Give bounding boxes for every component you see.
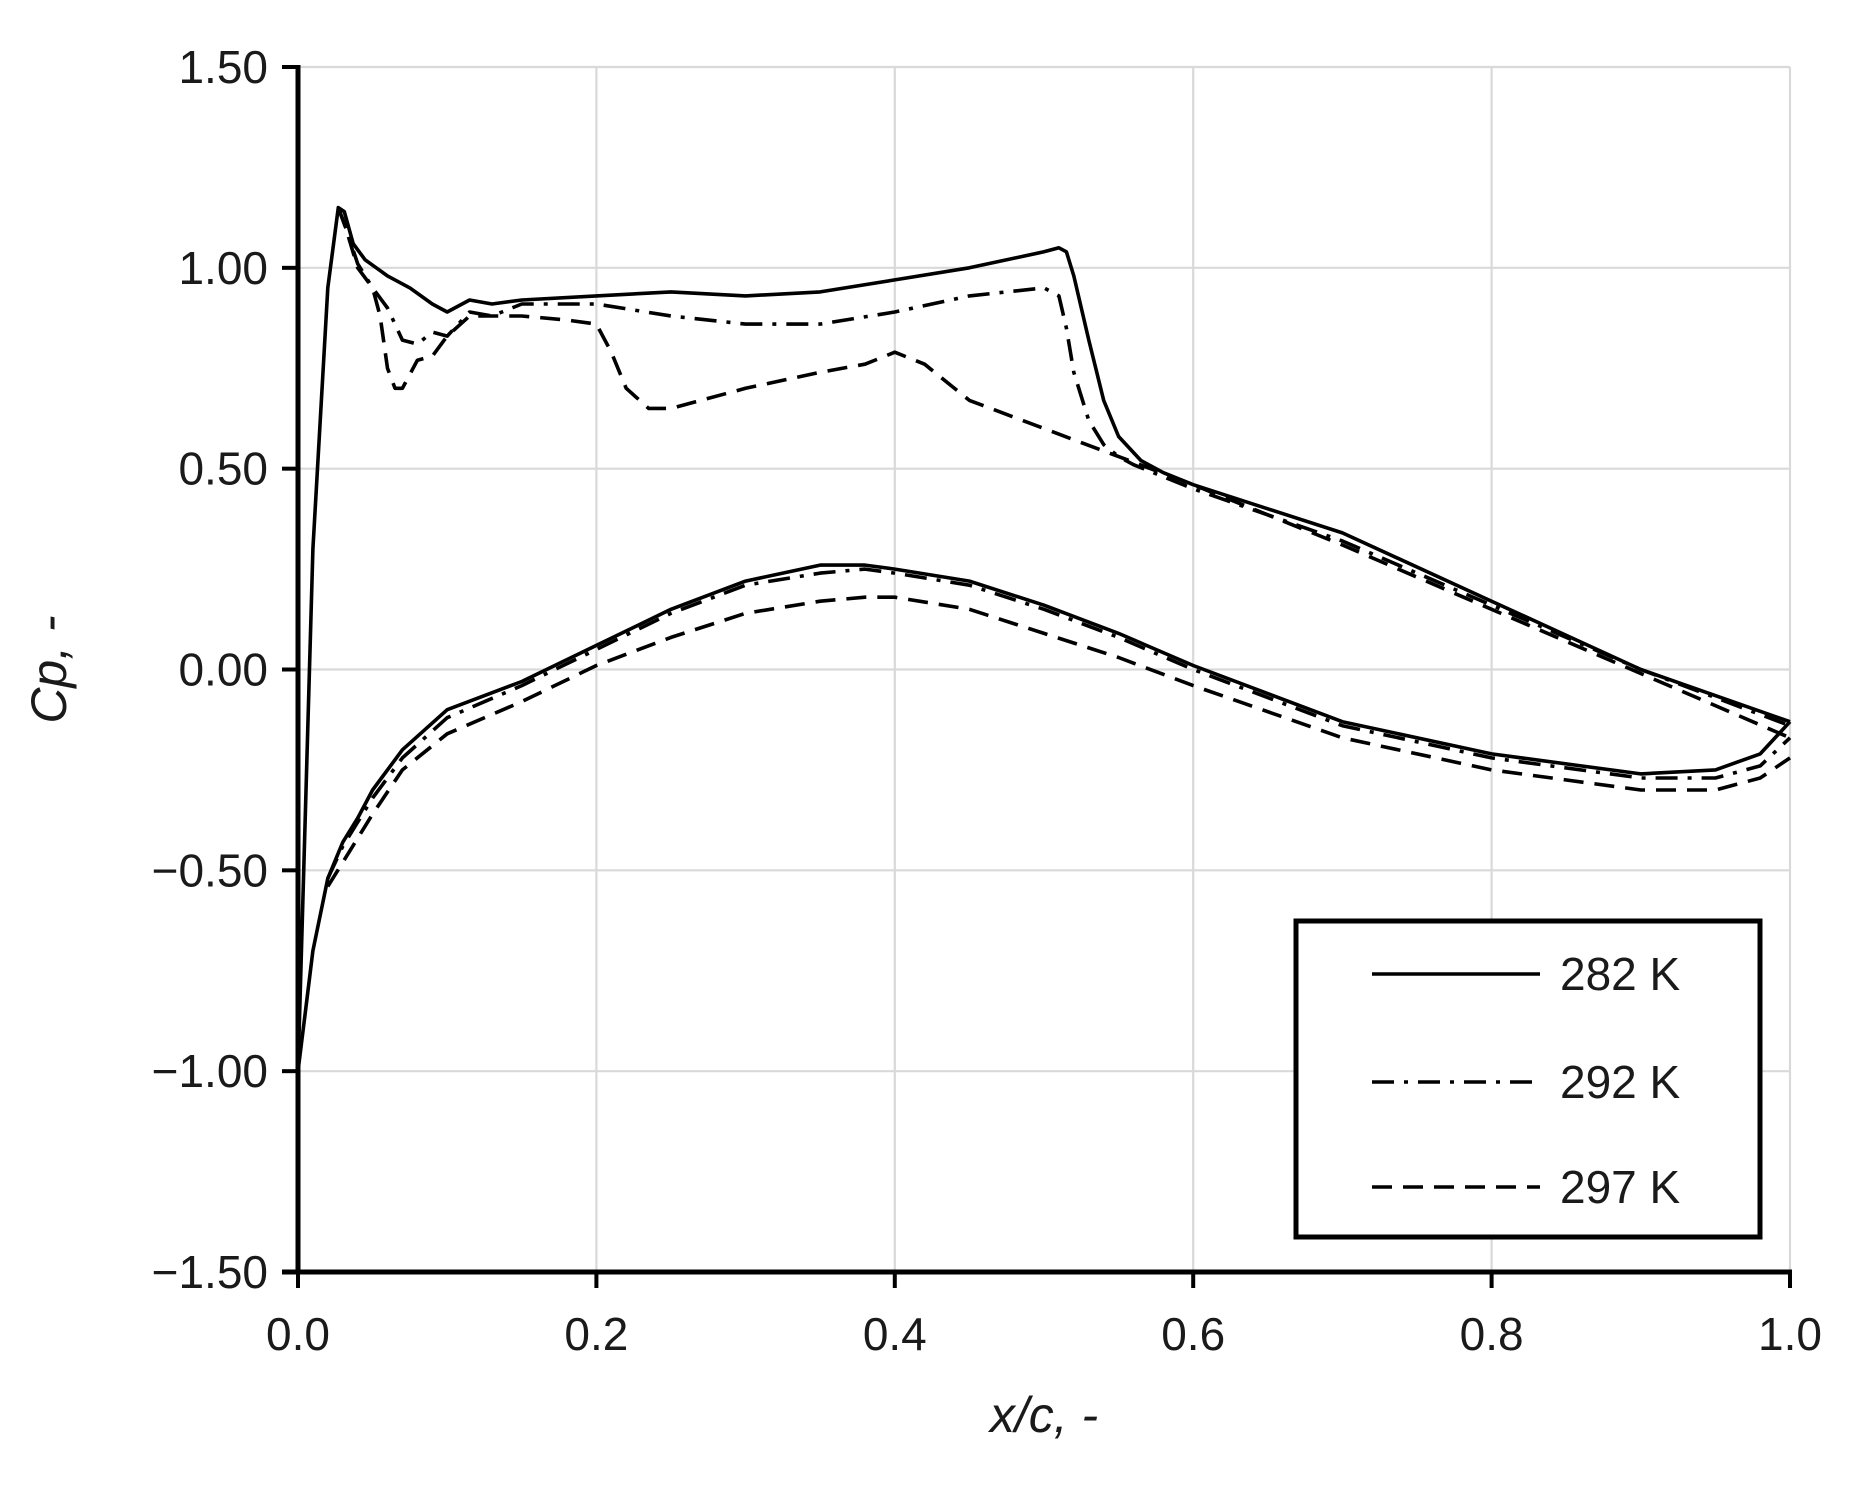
x-tick-label-1: 0.2	[564, 1308, 628, 1360]
x-tick-label-4: 0.8	[1460, 1308, 1524, 1360]
series-297k-lower-line	[326, 595, 1792, 888]
y-tick-label-1: −1.00	[152, 1045, 268, 1097]
grid	[298, 65, 1792, 1272]
y-tick-label-6: 1.50	[178, 41, 268, 93]
series-282k-lower-line	[296, 563, 1792, 1072]
x-tick-label-2: 0.4	[863, 1308, 927, 1360]
legend: 282 K 292 K 297 K	[1293, 918, 1763, 1240]
y-tick-label-2: −0.50	[152, 844, 268, 896]
series-297k-upper-line	[336, 206, 1791, 740]
ticks: −1.50 −1.00 −0.50 0.00 0.50 1.00 1.50 0.0 0.2 0.4…	[152, 41, 1822, 1360]
legend-box	[1293, 918, 1763, 1240]
x-tick-label-0: 0.0	[266, 1308, 330, 1360]
y-tick-label-3: 0.00	[178, 644, 268, 696]
legend-label-297k: 297 K	[1560, 1161, 1681, 1213]
y-tick-label-4: 0.50	[178, 443, 268, 495]
y-axis-title: Cp, -	[21, 615, 77, 723]
y-tick-label-0: −1.50	[152, 1246, 268, 1298]
series-292k-upper-line	[336, 206, 1791, 728]
series-292k-lower-line	[326, 567, 1792, 880]
legend-label-292k: 292 K	[1560, 1056, 1681, 1108]
legend-label-282k: 282 K	[1560, 948, 1681, 1000]
series-layer	[296, 205, 1792, 1072]
x-tick-label-3: 0.6	[1161, 1308, 1225, 1360]
x-axis-title: x/c, -	[988, 1387, 1098, 1443]
y-tick-label-5: 1.00	[178, 242, 268, 294]
series-282k-upper-line	[296, 205, 1791, 1072]
x-tick-label-5: 1.0	[1758, 1308, 1822, 1360]
